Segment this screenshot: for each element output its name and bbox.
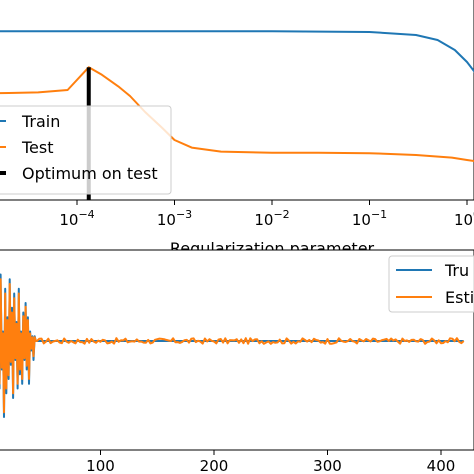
top-x-tick-label-4: 10−1 [352, 208, 387, 229]
top-x-tick-label-2: 10−3 [157, 208, 192, 229]
bottom-legend: Tru Esti [388, 255, 474, 313]
legend-train-label: Train [21, 112, 60, 131]
top-chart-panel: 10−510−410−310−210−1100 Regularization p… [0, 0, 474, 258]
bottom-x-tick-label-3: 400 [427, 457, 456, 474]
legend-test-label: Test [21, 138, 54, 157]
bottom-chart-panel: 100 200 300 400 Tru Esti [0, 249, 474, 474]
bottom-x-tick-label-0: 100 [86, 457, 115, 474]
bottom-x-tick-label-2: 300 [313, 457, 342, 474]
top-x-tick-label-1: 10−4 [59, 208, 94, 229]
legend-optimum-label: Optimum on test [22, 164, 158, 183]
legend-true-label: Tru [444, 261, 469, 280]
bottom-x-tick-label-1: 200 [200, 457, 229, 474]
top-series-line-train [0, 30, 474, 73]
legend-estimated-label: Esti [445, 288, 474, 307]
bottom-series-lines [0, 273, 465, 418]
top-x-tick-label-3: 10−2 [254, 208, 289, 229]
top-legend-box [0, 105, 172, 195]
top-x-tick-label-5: 100 [454, 208, 474, 229]
bottom-series-line-estimated [0, 278, 465, 414]
top-legend: Train Test Optimum on test [0, 105, 172, 195]
bottom-x-ticks: 100 200 300 400 [86, 450, 455, 474]
top-x-ticks: 10−510−410−310−210−1100 [59, 200, 474, 229]
